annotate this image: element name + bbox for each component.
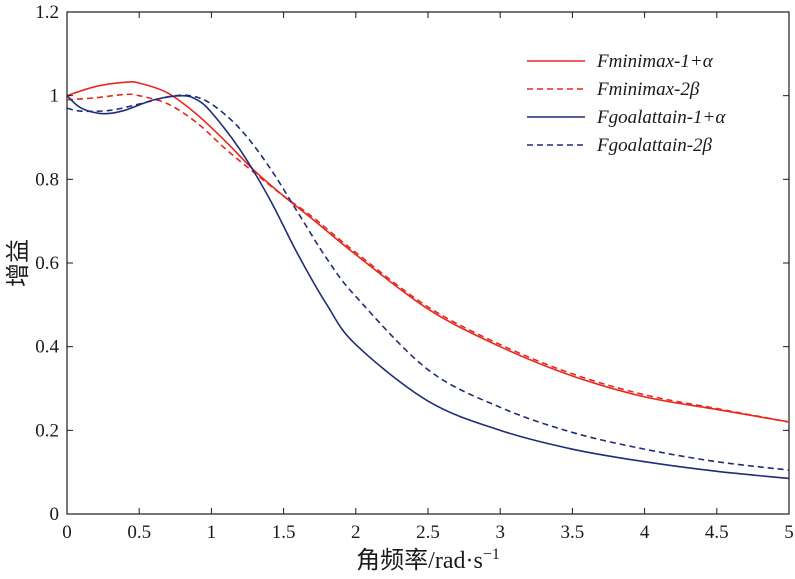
y-tick-label: 0.8 — [35, 169, 59, 190]
x-tick-label: 1.5 — [272, 522, 296, 543]
x-tick-label: 4.5 — [705, 522, 729, 543]
y-tick-label: 0.2 — [35, 420, 59, 441]
series-lines — [66, 81, 790, 480]
y-tick-label: 1.2 — [35, 2, 59, 23]
y-tick-label: 0 — [50, 504, 60, 525]
y-tick-label: 0.4 — [35, 337, 59, 358]
x-tick-label: 5 — [784, 522, 794, 543]
axis-ticks: 0 0.5 1 1.5 2 2.5 3 3.5 4 4.5 5 0 0.2 0.4 0.6 0.8 1 1.2 — [35, 2, 794, 543]
x-tick-label: 0 — [62, 522, 72, 543]
series-line-2 — [66, 93, 790, 423]
x-tick-label: 1 — [207, 522, 217, 543]
x-tick-label: 4 — [640, 522, 650, 543]
y-tick-label: 1 — [50, 86, 60, 107]
y-axis-label: 增益 — [5, 239, 32, 287]
series-line-1 — [66, 81, 790, 423]
x-tick-label: 2 — [351, 522, 361, 543]
x-tick-label: 3 — [495, 522, 505, 543]
x-tick-label: 3.5 — [561, 522, 585, 543]
series-line-3 — [66, 94, 790, 480]
legend-label-1: Fminimax-1+α — [596, 51, 714, 72]
legend-label-2: Fminimax-2β — [596, 79, 700, 100]
legend-label-3: Fgoalattain-1+α — [596, 107, 726, 128]
legend: Fminimax-1+α Fminimax-2β Fgoalattain-1+α Fg… — [527, 51, 726, 156]
y-tick-label: 0.6 — [35, 253, 59, 274]
x-axis-label: 角频率/rad·s−1 — [356, 546, 500, 574]
legend-label-4: Fgoalattain-2β — [596, 135, 713, 156]
series-line-4 — [66, 94, 790, 471]
x-tick-label: 0.5 — [127, 522, 151, 543]
x-tick-label: 2.5 — [416, 522, 440, 543]
